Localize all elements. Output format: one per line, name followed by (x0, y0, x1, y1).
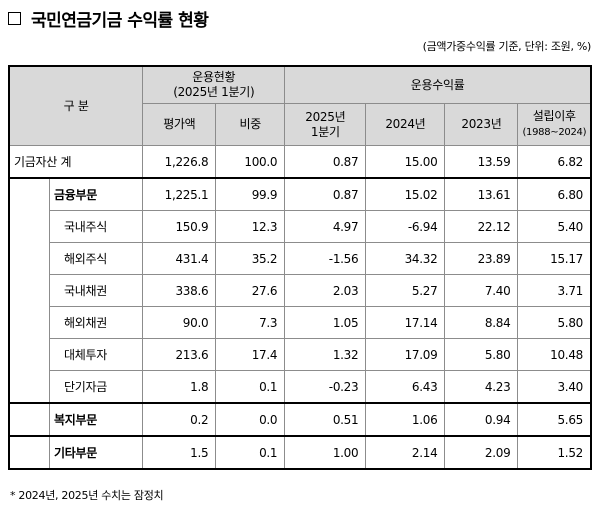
header-row-1: 구 분 운용현황 (2025년 1분기) 운용수익률 (8, 65, 592, 146)
header-since-inception: 설립이후 (1988~2024) (517, 103, 592, 146)
footnote: * 2024년, 2025년 수치는 잠정치 (10, 489, 164, 502)
header-category: 구 분 (8, 65, 144, 146)
header-valuation: 평가액 (142, 103, 217, 146)
table-row: 대체투자 213.6 17.4 1.32 17.09 5.80 10.48 (8, 338, 592, 371)
table-row: 단기자금 1.8 0.1 -0.23 6.43 4.23 3.40 (8, 370, 592, 404)
header-2023: 2023년 (444, 103, 519, 146)
header-row-2: 평가액 비중 2025년 1분기 2024년 2023년 설립이후 (1988~20… (9, 103, 592, 146)
checkbox-square-icon (8, 12, 21, 25)
header-q1-2025: 2025년 1분기 (284, 103, 367, 146)
returns-table: 구 분 운용현황 (2025년 1분기) 운용수익률 평가액 비중 2025년 1분… (8, 65, 592, 470)
table-row: 해외채권 90.0 7.3 1.05 17.14 8.84 5.80 (8, 306, 592, 339)
header-2024: 2024년 (365, 103, 446, 146)
header-operation-status: 운용현황 (2025년 1분기) (142, 65, 286, 105)
table-row: 국내주식 150.9 12.3 4.97 -6.94 22.12 5.40 (8, 210, 592, 243)
title-text: 국민연금기금 수익률 현황 (31, 11, 209, 31)
table-row-total: 기금자산 계 1,226.8 100.0 0.87 15.00 13.59 6.… (8, 145, 592, 179)
header-weight: 비중 (215, 103, 286, 146)
unit-note: (금액가중수익률 기준, 단위: 조원, %) (422, 40, 592, 53)
header-returns: 운용수익률 (284, 65, 592, 105)
table-row: 해외주식 431.4 35.2 -1.56 34.32 23.89 15.17 (8, 242, 592, 275)
table-row: 국내채권 338.6 27.6 2.03 5.27 7.40 3.71 (8, 274, 592, 307)
table-row-financial: 금융부문 1,225.1 99.9 0.87 15.02 13.61 6.80 (8, 177, 592, 211)
table-row-welfare: 복지부문 0.2 0.0 0.51 1.06 0.94 5.65 (8, 402, 592, 437)
table-row-other: 기타부문 1.5 0.1 1.00 2.14 2.09 1.52 (8, 435, 592, 470)
page-title: 국민연금기금 수익률 현황 (8, 6, 209, 31)
